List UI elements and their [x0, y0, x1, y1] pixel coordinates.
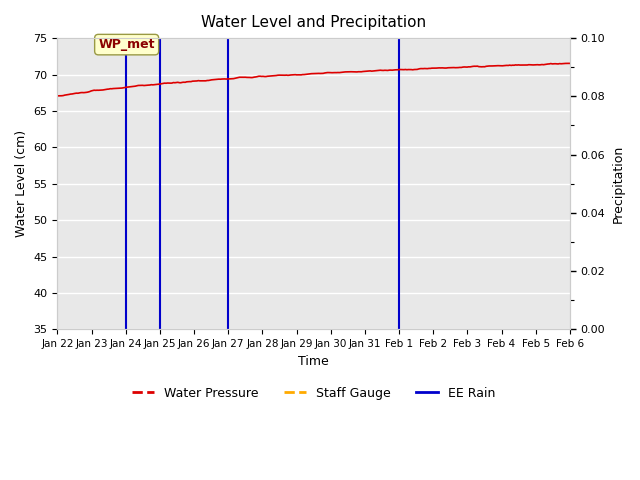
Legend: Water Pressure, Staff Gauge, EE Rain: Water Pressure, Staff Gauge, EE Rain — [127, 382, 500, 405]
X-axis label: Time: Time — [298, 355, 329, 368]
Title: Water Level and Precipitation: Water Level and Precipitation — [201, 15, 426, 30]
Y-axis label: Water Level (cm): Water Level (cm) — [15, 130, 28, 237]
Text: WP_met: WP_met — [99, 38, 155, 51]
Y-axis label: Precipitation: Precipitation — [612, 144, 625, 223]
